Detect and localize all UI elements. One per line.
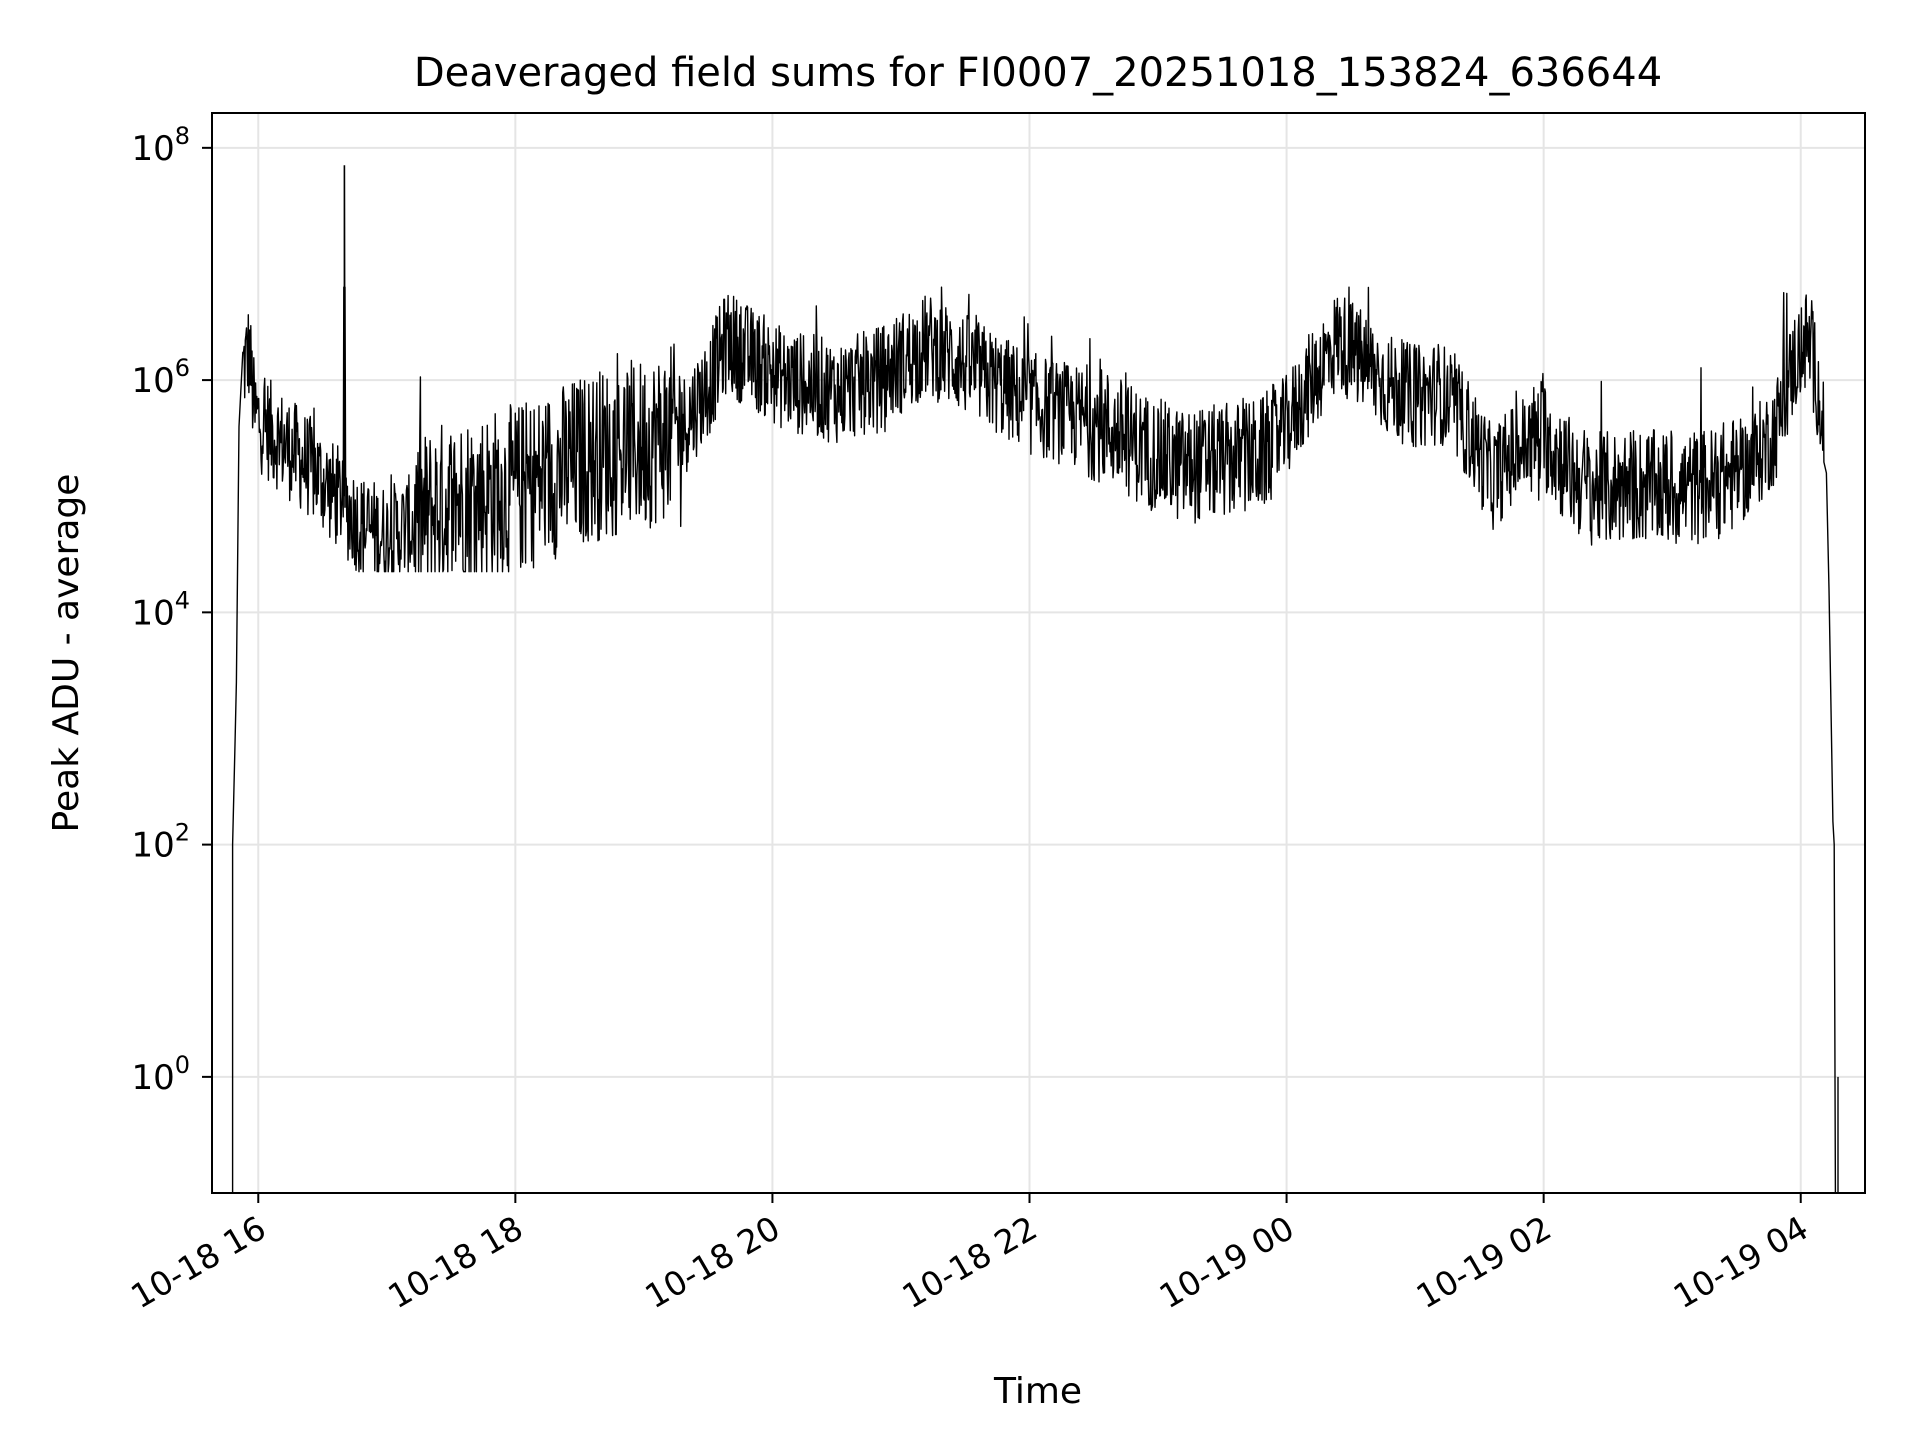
- x-tick-label: 10-19 02: [1410, 1208, 1558, 1316]
- x-tick-label: 10-18 18: [381, 1208, 529, 1316]
- y-axis-label: Peak ADU - average: [46, 474, 87, 833]
- grid: [212, 113, 1865, 1193]
- y-axis-ticks: 100 102 104 106 108: [131, 122, 212, 1098]
- y-tick-label: 104: [131, 586, 190, 633]
- y-tick-label: 108: [131, 122, 190, 169]
- x-tick-label: 10-18 16: [124, 1208, 272, 1316]
- chart-title: Deaveraged field sums for FI0007_2025101…: [414, 50, 1662, 96]
- y-tick-label: 102: [131, 819, 190, 866]
- x-tick-label: 10-18 20: [638, 1208, 786, 1316]
- x-tick-label: 10-19 04: [1667, 1208, 1815, 1316]
- y-tick-label: 106: [131, 354, 190, 401]
- x-axis-label: Time: [993, 1371, 1082, 1412]
- y-tick-label: 100: [131, 1051, 190, 1098]
- x-tick-label: 10-18 22: [896, 1208, 1044, 1316]
- data-series: [231, 165, 1839, 1194]
- series-spike: [343, 165, 346, 508]
- axes-frame: [211, 112, 1866, 1194]
- series-line: [231, 286, 1837, 1194]
- x-tick-label: 10-19 00: [1153, 1208, 1301, 1316]
- x-axis-ticks: 10-18 16 10-18 18 10-18 20 10-18 22 10-19 00…: [124, 1193, 1815, 1316]
